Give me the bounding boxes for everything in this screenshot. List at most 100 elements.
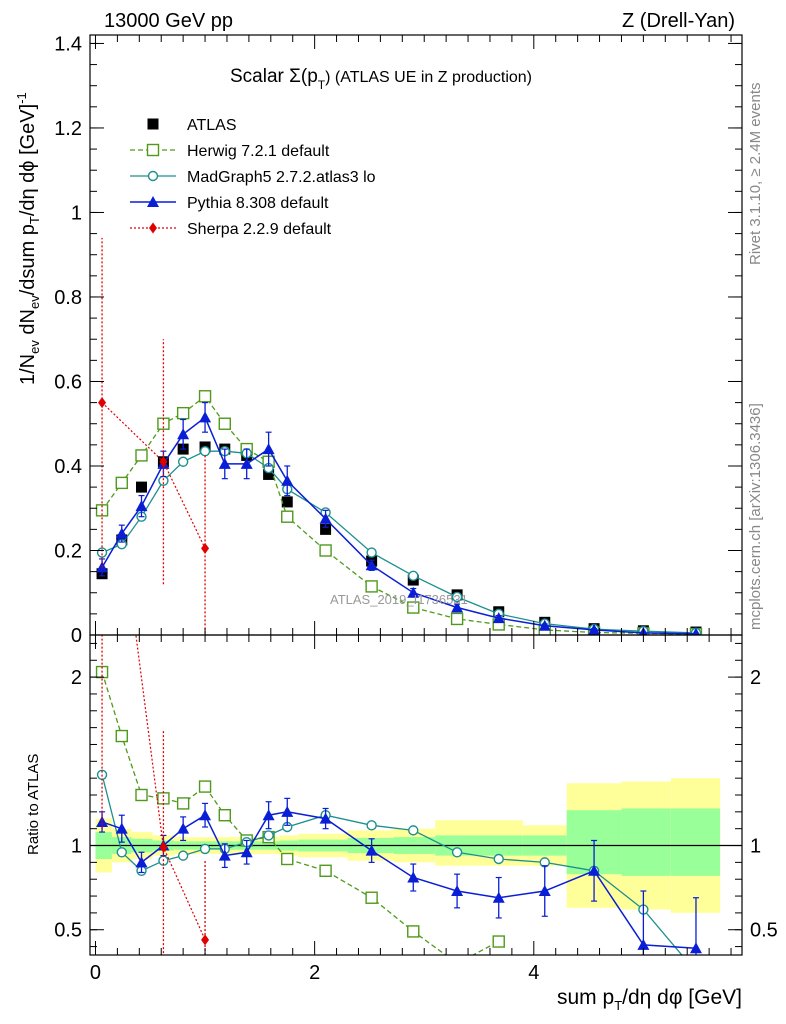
point-pythia <box>492 891 505 903</box>
point-herwig <box>176 406 190 420</box>
ytick-label: 0 <box>71 625 82 647</box>
point-herwig <box>281 852 294 866</box>
series-line-sherpa <box>101 402 206 549</box>
ratio-plot-data <box>90 635 742 976</box>
legend-marker-pythia <box>147 196 159 207</box>
point-herwig <box>319 544 332 557</box>
point-herwig <box>115 729 128 743</box>
point-herwig <box>218 417 231 430</box>
plot-title: Scalar Σ(pT) (ATLAS UE in Z production) <box>230 66 532 92</box>
rivet-label: Rivet 3.1.10, ≥ 2.4M events <box>747 83 764 266</box>
point-madgraph <box>199 445 211 457</box>
point-pythia <box>492 612 505 624</box>
ytick-label: 0.5 <box>54 920 82 942</box>
ylabel-part3: /dsum p <box>17 224 39 295</box>
point-herwig <box>365 580 378 593</box>
legend-label-atlas: ATLAS <box>187 117 237 134</box>
point-herwig <box>365 891 378 904</box>
xtick-label: 0 <box>90 962 101 984</box>
point-madgraph <box>408 825 419 836</box>
point-pythia <box>281 474 294 486</box>
point-herwig <box>218 809 231 822</box>
point-pythia <box>689 942 702 954</box>
point-herwig <box>407 925 420 938</box>
legend-marker-atlas <box>147 118 159 130</box>
point-sherpa <box>98 397 107 409</box>
point-herwig <box>450 612 464 626</box>
point-pythia <box>262 443 275 455</box>
series-line-herwig <box>101 671 500 955</box>
plot-title-rest: ) (ATLAS UE in Z production) <box>325 69 532 86</box>
plot-title-sub: T <box>318 78 326 92</box>
watermark: ATLAS_2019_I1736531 <box>330 592 468 607</box>
legend-label-pythia: Pythia 8.308 default <box>187 195 329 212</box>
point-madgraph <box>691 967 700 976</box>
point-pythia <box>407 586 420 598</box>
ylabel-sub3: T <box>27 216 42 224</box>
ratio-ticks: 0.5 0.5 1 1 2 2 0 2 4 <box>54 635 778 984</box>
point-pythia <box>240 846 253 858</box>
point-herwig <box>492 935 505 948</box>
point-pythia <box>281 805 294 817</box>
xlabel-main: sum p <box>557 986 614 1009</box>
point-madgraph <box>493 853 504 865</box>
ratio-ylabel: Ratio to ATLAS <box>25 754 42 855</box>
point-herwig <box>135 788 148 802</box>
main-ticks: 0 0.2 0.4 0.6 0.8 1 1.2 1.4 <box>54 33 742 647</box>
xtick-label: 2 <box>309 962 320 984</box>
ytick-label: 1.4 <box>54 33 82 55</box>
legend-marker-sherpa <box>149 222 157 234</box>
point-madgraph <box>408 570 419 582</box>
point-pythia <box>177 428 190 440</box>
point-herwig <box>135 449 148 462</box>
ytick-label: 0.8 <box>54 287 82 309</box>
main-panel: 0 0.2 0.4 0.6 0.8 1 1.2 1.4 ATLAS_2019_I1736531… <box>14 33 743 647</box>
point-madgraph <box>199 843 211 855</box>
point-pythia <box>240 457 253 469</box>
point-pythia <box>115 527 128 539</box>
point-pythia <box>135 500 148 512</box>
point-pythia <box>365 844 378 856</box>
point-pythia <box>588 864 601 876</box>
legend-marker-madgraph <box>147 170 159 182</box>
point-pythia <box>199 809 212 821</box>
band-green <box>621 808 671 876</box>
ylabel-part4: /dη dϕ [GeV] <box>17 104 39 216</box>
ytick-label: 2 <box>71 667 82 689</box>
xlabel-rest: /dη dφ [GeV] <box>622 986 742 1009</box>
point-pythia <box>451 885 464 896</box>
point-pythia <box>365 559 378 571</box>
ratio-panel: 0.5 0.5 1 1 2 2 0 2 4 Ratio to ATLAS sum pT/dη d… <box>25 634 778 1013</box>
point-pythia <box>177 822 190 834</box>
point-madgraph <box>451 847 463 858</box>
point-pythia <box>199 411 212 423</box>
point-atlas <box>136 481 148 493</box>
ylabel-sub1: ev <box>27 340 42 354</box>
point-herwig <box>281 510 294 523</box>
point-herwig <box>452 958 463 969</box>
clipped-data <box>95 237 703 635</box>
point-pythia <box>407 871 420 883</box>
point-pythia <box>538 885 551 896</box>
mcplots-label: mcplots.cern.ch [arXiv:1306.3436] <box>747 403 764 630</box>
xlabel-sub: T <box>614 998 622 1013</box>
point-pythia <box>218 849 231 861</box>
point-pythia <box>262 809 275 821</box>
point-madgraph <box>177 456 189 467</box>
point-pythia <box>637 938 650 950</box>
ytick-label: 0.6 <box>54 371 82 393</box>
point-pythia <box>692 627 700 635</box>
ytick-label: 0.2 <box>54 540 82 562</box>
ytick-label: 0.4 <box>54 456 82 478</box>
point-pythia <box>319 812 332 824</box>
point-sherpa <box>159 841 168 853</box>
point-pythia <box>218 457 231 469</box>
point-sherpa <box>159 456 168 468</box>
point-herwig <box>198 780 212 793</box>
xtick-label: 4 <box>528 962 539 984</box>
legend: ATLAS Herwig 7.2.1 default MadGraph5 2.7.2… <box>130 117 376 238</box>
point-herwig <box>157 792 170 805</box>
ytick-label-right: 1 <box>750 836 761 858</box>
point-atlas <box>263 468 275 480</box>
